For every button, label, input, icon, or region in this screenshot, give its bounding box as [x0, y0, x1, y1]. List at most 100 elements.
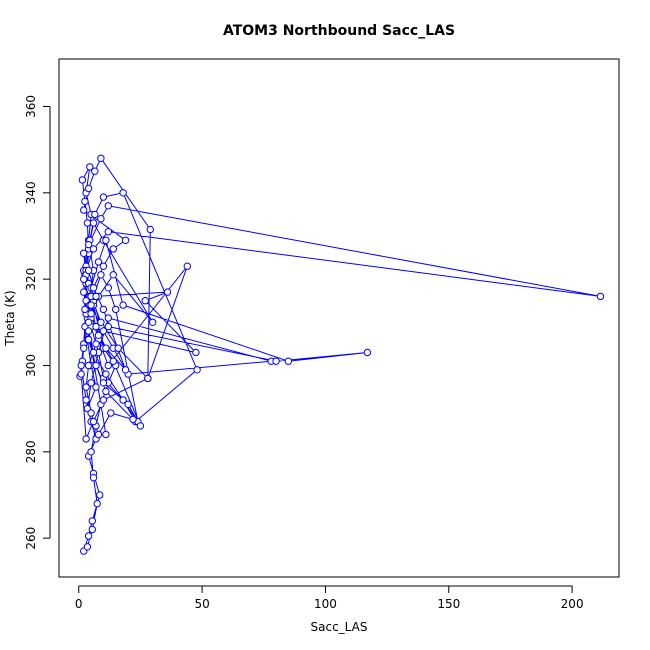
- data-point: [87, 379, 95, 387]
- data-point: [94, 331, 103, 339]
- data-point: [82, 435, 90, 443]
- data-point: [109, 357, 118, 365]
- data-point: [84, 327, 93, 335]
- data-point: [87, 409, 95, 417]
- data-point: [77, 361, 85, 370]
- x-tick-label: 100: [314, 597, 337, 611]
- y-tick-label: 340: [24, 181, 38, 204]
- data-point: [92, 361, 100, 370]
- data-point: [99, 305, 108, 314]
- data-point: [89, 245, 98, 253]
- data-point: [284, 357, 293, 365]
- data-point: [99, 327, 108, 335]
- data-point: [102, 344, 110, 352]
- data-point: [91, 210, 99, 219]
- data-point: [84, 266, 93, 275]
- y-tick-label: 300: [24, 354, 38, 377]
- y-tick-label: 280: [24, 440, 38, 463]
- data-point: [163, 288, 172, 296]
- data-point: [99, 379, 108, 387]
- data-point: [92, 383, 100, 391]
- data-point: [87, 310, 95, 318]
- data-point: [99, 193, 108, 201]
- y-tick-label: 260: [24, 527, 38, 550]
- data-point: [192, 348, 200, 357]
- data-point: [119, 396, 127, 404]
- data-point: [96, 491, 104, 499]
- data-point: [144, 374, 152, 383]
- data-point: [83, 543, 92, 551]
- data-point: [104, 228, 113, 236]
- data-point: [272, 357, 280, 365]
- x-axis: 0 50 100 150 200: [75, 585, 584, 611]
- data-point: [129, 415, 137, 424]
- y-tick-label: 320: [24, 268, 38, 291]
- data-point: [81, 305, 89, 314]
- data-point: [80, 275, 88, 283]
- data-point: [84, 361, 93, 370]
- x-tick-label: 0: [75, 597, 83, 611]
- data-point: [136, 422, 145, 430]
- data-point: [92, 292, 100, 301]
- data-point: [363, 348, 372, 357]
- data-point: [596, 292, 605, 301]
- data-point: [102, 430, 110, 439]
- data-point: [84, 184, 93, 193]
- data-point: [104, 202, 113, 210]
- data-point: [84, 240, 93, 249]
- data-point: [121, 366, 130, 374]
- data-point: [99, 396, 108, 404]
- data-point: [82, 383, 90, 391]
- data-point: [89, 219, 98, 227]
- data-point: [84, 335, 93, 344]
- data-point: [102, 370, 110, 378]
- data-point: [87, 448, 95, 456]
- x-tick-label: 50: [194, 597, 209, 611]
- data-point: [94, 258, 103, 266]
- data-point: [104, 314, 113, 322]
- data-point: [193, 366, 201, 374]
- data-point: [80, 249, 88, 258]
- data-point: [97, 318, 105, 326]
- plot-area: [58, 58, 620, 578]
- data-point: [102, 387, 110, 396]
- y-axis-label: Theta (K): [3, 290, 17, 346]
- series-layer: [76, 154, 605, 555]
- data-point: [84, 532, 93, 540]
- data-point: [102, 236, 110, 245]
- data-point: [183, 262, 192, 270]
- data-point: [91, 167, 99, 175]
- data-point: [107, 409, 115, 417]
- x-tick-label: 150: [437, 597, 460, 611]
- data-point: [112, 305, 120, 314]
- data-point: [78, 176, 87, 184]
- x-tick-label: 200: [561, 597, 584, 611]
- data-point: [93, 499, 101, 508]
- data-point: [124, 400, 132, 408]
- data-point: [141, 297, 150, 305]
- data-point: [109, 271, 118, 279]
- data-point: [80, 206, 88, 214]
- data-point: [86, 163, 94, 171]
- data-point: [88, 525, 97, 534]
- data-point: [77, 370, 85, 378]
- data-point: [99, 262, 108, 270]
- data-point: [97, 215, 105, 223]
- data-point: [88, 517, 97, 525]
- data-point: [121, 236, 130, 245]
- data-point: [82, 396, 90, 404]
- data-point: [114, 344, 122, 352]
- data-point: [84, 318, 93, 326]
- y-axis: 260 280 300 320 340 360: [24, 95, 51, 550]
- data-point: [89, 284, 98, 292]
- data-point: [80, 288, 88, 296]
- y-tick-label: 360: [24, 95, 38, 118]
- data-point: [92, 322, 100, 331]
- x-axis-label: Sacc_LAS: [311, 620, 368, 634]
- data-point: [89, 348, 98, 357]
- data-point: [87, 301, 95, 309]
- data-point: [89, 417, 98, 426]
- chart-title: ATOM3 Northbound Sacc_LAS: [223, 23, 455, 39]
- data-point: [81, 197, 89, 206]
